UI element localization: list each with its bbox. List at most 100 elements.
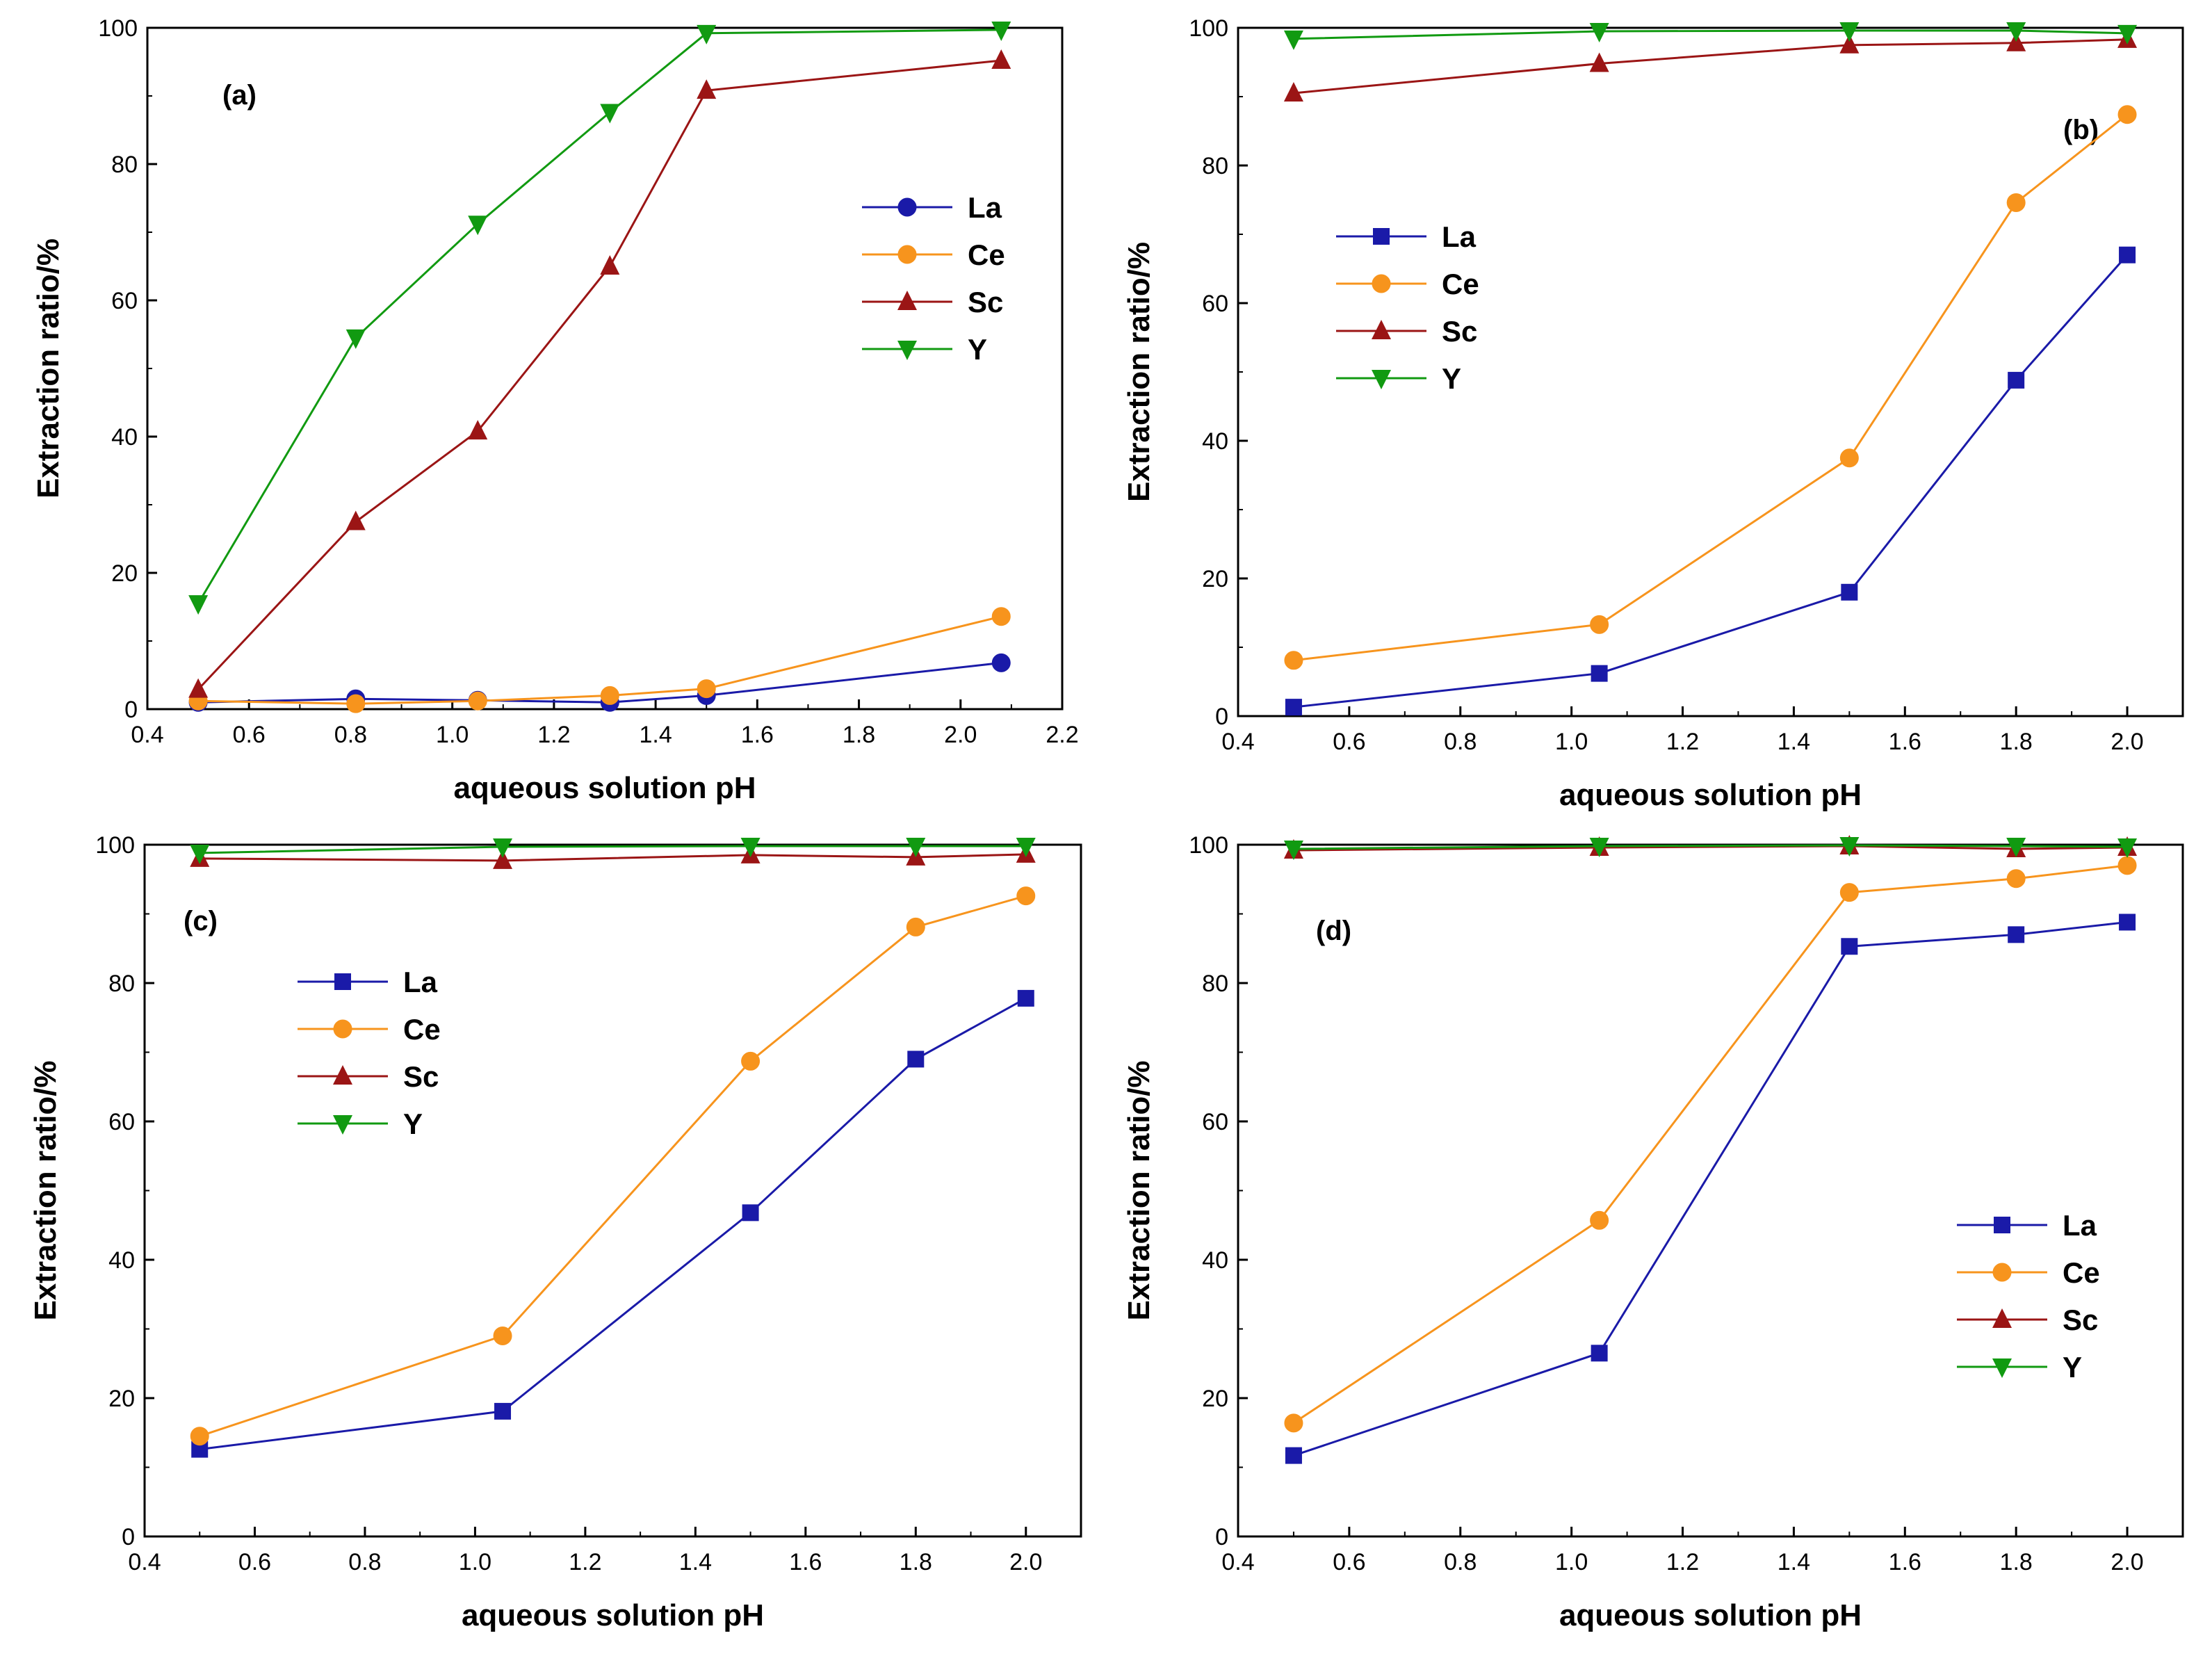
x-tick-label: 1.0 — [1555, 1549, 1588, 1575]
data-point-y — [600, 104, 620, 124]
legend-marker-sc — [333, 1065, 352, 1085]
legend-marker-y — [1372, 370, 1391, 389]
legend-marker-la — [1994, 1217, 2010, 1233]
x-tick-label: 2.0 — [944, 722, 977, 748]
series-line-la — [200, 997, 1027, 1451]
legend-label-ce: Ce — [2063, 1256, 2100, 1289]
y-tick-label: 100 — [95, 832, 135, 859]
data-point-ce — [600, 686, 619, 705]
x-tick-label: 0.4 — [1221, 729, 1254, 755]
data-point-sc — [1589, 52, 1609, 72]
data-point-la — [2008, 926, 2025, 943]
series-line-la — [1293, 254, 2129, 708]
y-tick-label: 60 — [1202, 1109, 1228, 1135]
legend-marker-sc — [897, 291, 917, 310]
data-point-la — [2008, 371, 2025, 389]
legend-marker-la — [1373, 228, 1390, 245]
x-tick-label: 0.8 — [334, 722, 367, 748]
data-point-la — [1017, 989, 1034, 1007]
chart-panel-2: 0.4 0.6 0.8 1.0 1.2 1.4 1.6 1.8 2.0 0 20 40 60 80 100 a… — [1122, 15, 2184, 812]
y-tick-label: 80 — [111, 152, 138, 178]
y-tick-label: 100 — [98, 15, 138, 42]
x-tick-label: 1.8 — [2000, 1549, 2033, 1575]
legend: La Ce Sc Y — [1957, 1209, 2100, 1384]
legend-marker-sc — [1372, 320, 1391, 339]
chart-panel-1: 0.4 0.6 0.8 1.0 1.2 1.4 1.6 1.8 2.0 2.2 0 20 40 60 80 1… — [31, 15, 1079, 805]
x-tick-label: 1.6 — [1889, 1549, 1921, 1575]
legend-label-ce: Ce — [1442, 268, 1479, 300]
legend: La Ce Sc Y — [862, 191, 1005, 366]
data-point-y — [2006, 22, 2026, 42]
data-point-y — [906, 837, 926, 857]
x-tick-label: 1.0 — [1555, 729, 1588, 755]
data-point-ce — [190, 1427, 209, 1446]
legend-label-sc: Sc — [1442, 315, 1477, 348]
y-tick-label: 100 — [1189, 832, 1228, 859]
data-point-ce — [2006, 869, 2026, 889]
y-tick-label: 100 — [1189, 15, 1228, 42]
y-axis-label: Extraction ratio/% — [29, 1060, 63, 1320]
series-line-la — [198, 661, 1002, 704]
series-ce — [190, 886, 1036, 1446]
x-tick-label: 1.0 — [459, 1549, 491, 1575]
data-point-ce — [493, 1326, 512, 1345]
data-point-la — [1285, 1447, 1302, 1464]
data-point-y — [2117, 838, 2138, 858]
data-point-sc — [468, 420, 488, 440]
data-point-sc — [493, 849, 513, 869]
data-point-ce — [1590, 1210, 1609, 1230]
series-y — [1283, 22, 2138, 50]
x-axis-label: aqueous solution pH — [1559, 1598, 1862, 1632]
x-tick-label: 0.4 — [131, 722, 163, 748]
x-tick-label: 1.4 — [1778, 729, 1810, 755]
panel-label: (a) — [222, 80, 257, 111]
y-tick-label: 20 — [1202, 1386, 1228, 1412]
data-point-y — [468, 216, 488, 236]
x-tick-label: 1.4 — [1778, 1549, 1810, 1575]
series-line-sc — [200, 853, 1026, 862]
legend-label-y: Y — [403, 1108, 423, 1140]
legend-label-la: La — [968, 191, 1002, 224]
data-point-y — [188, 595, 209, 615]
data-point-ce — [991, 607, 1011, 626]
x-tick-label: 1.2 — [537, 722, 570, 748]
x-tick-label: 0.6 — [238, 1549, 271, 1575]
y-axis-label: Extraction ratio/% — [1122, 242, 1156, 502]
data-point-y — [1589, 837, 1609, 857]
data-point-y — [493, 838, 513, 858]
legend-marker-y — [1992, 1358, 2012, 1378]
legend-marker-y — [897, 341, 917, 360]
legend-marker-la — [334, 973, 351, 990]
y-tick-label: 20 — [1202, 566, 1228, 592]
series-sc — [1283, 28, 2138, 102]
x-tick-label: 2.0 — [1009, 1549, 1042, 1575]
data-point-ce — [1284, 651, 1303, 670]
legend-label-y: Y — [2063, 1351, 2082, 1384]
data-point-ce — [2006, 193, 2026, 212]
x-axis-label: aqueous solution pH — [453, 771, 756, 805]
x-tick-label: 0.6 — [1333, 729, 1365, 755]
data-point-ce — [346, 694, 366, 713]
y-tick-label: 0 — [122, 1524, 135, 1550]
y-tick-label: 60 — [111, 288, 138, 314]
data-point-y — [991, 21, 1011, 41]
panel-label: (c) — [184, 906, 218, 936]
data-point-y — [2117, 24, 2138, 44]
y-tick-label: 0 — [1215, 1524, 1228, 1550]
y-tick-label: 40 — [1202, 428, 1228, 455]
x-tick-label: 1.8 — [900, 1549, 932, 1575]
x-tick-label: 1.4 — [639, 722, 672, 748]
series-y — [1283, 836, 2138, 860]
series-y — [190, 837, 1036, 864]
y-tick-label: 80 — [1202, 971, 1228, 997]
data-point-ce — [468, 691, 487, 711]
data-point-y — [1839, 22, 1860, 42]
legend-marker-ce — [1992, 1263, 2012, 1282]
series-line-ce — [198, 615, 1002, 705]
y-tick-label: 0 — [124, 697, 138, 723]
legend-label-la: La — [1442, 220, 1477, 253]
series-la — [1285, 914, 2136, 1464]
legend-label-la: La — [2063, 1209, 2097, 1242]
x-tick-label: 1.2 — [569, 1549, 601, 1575]
